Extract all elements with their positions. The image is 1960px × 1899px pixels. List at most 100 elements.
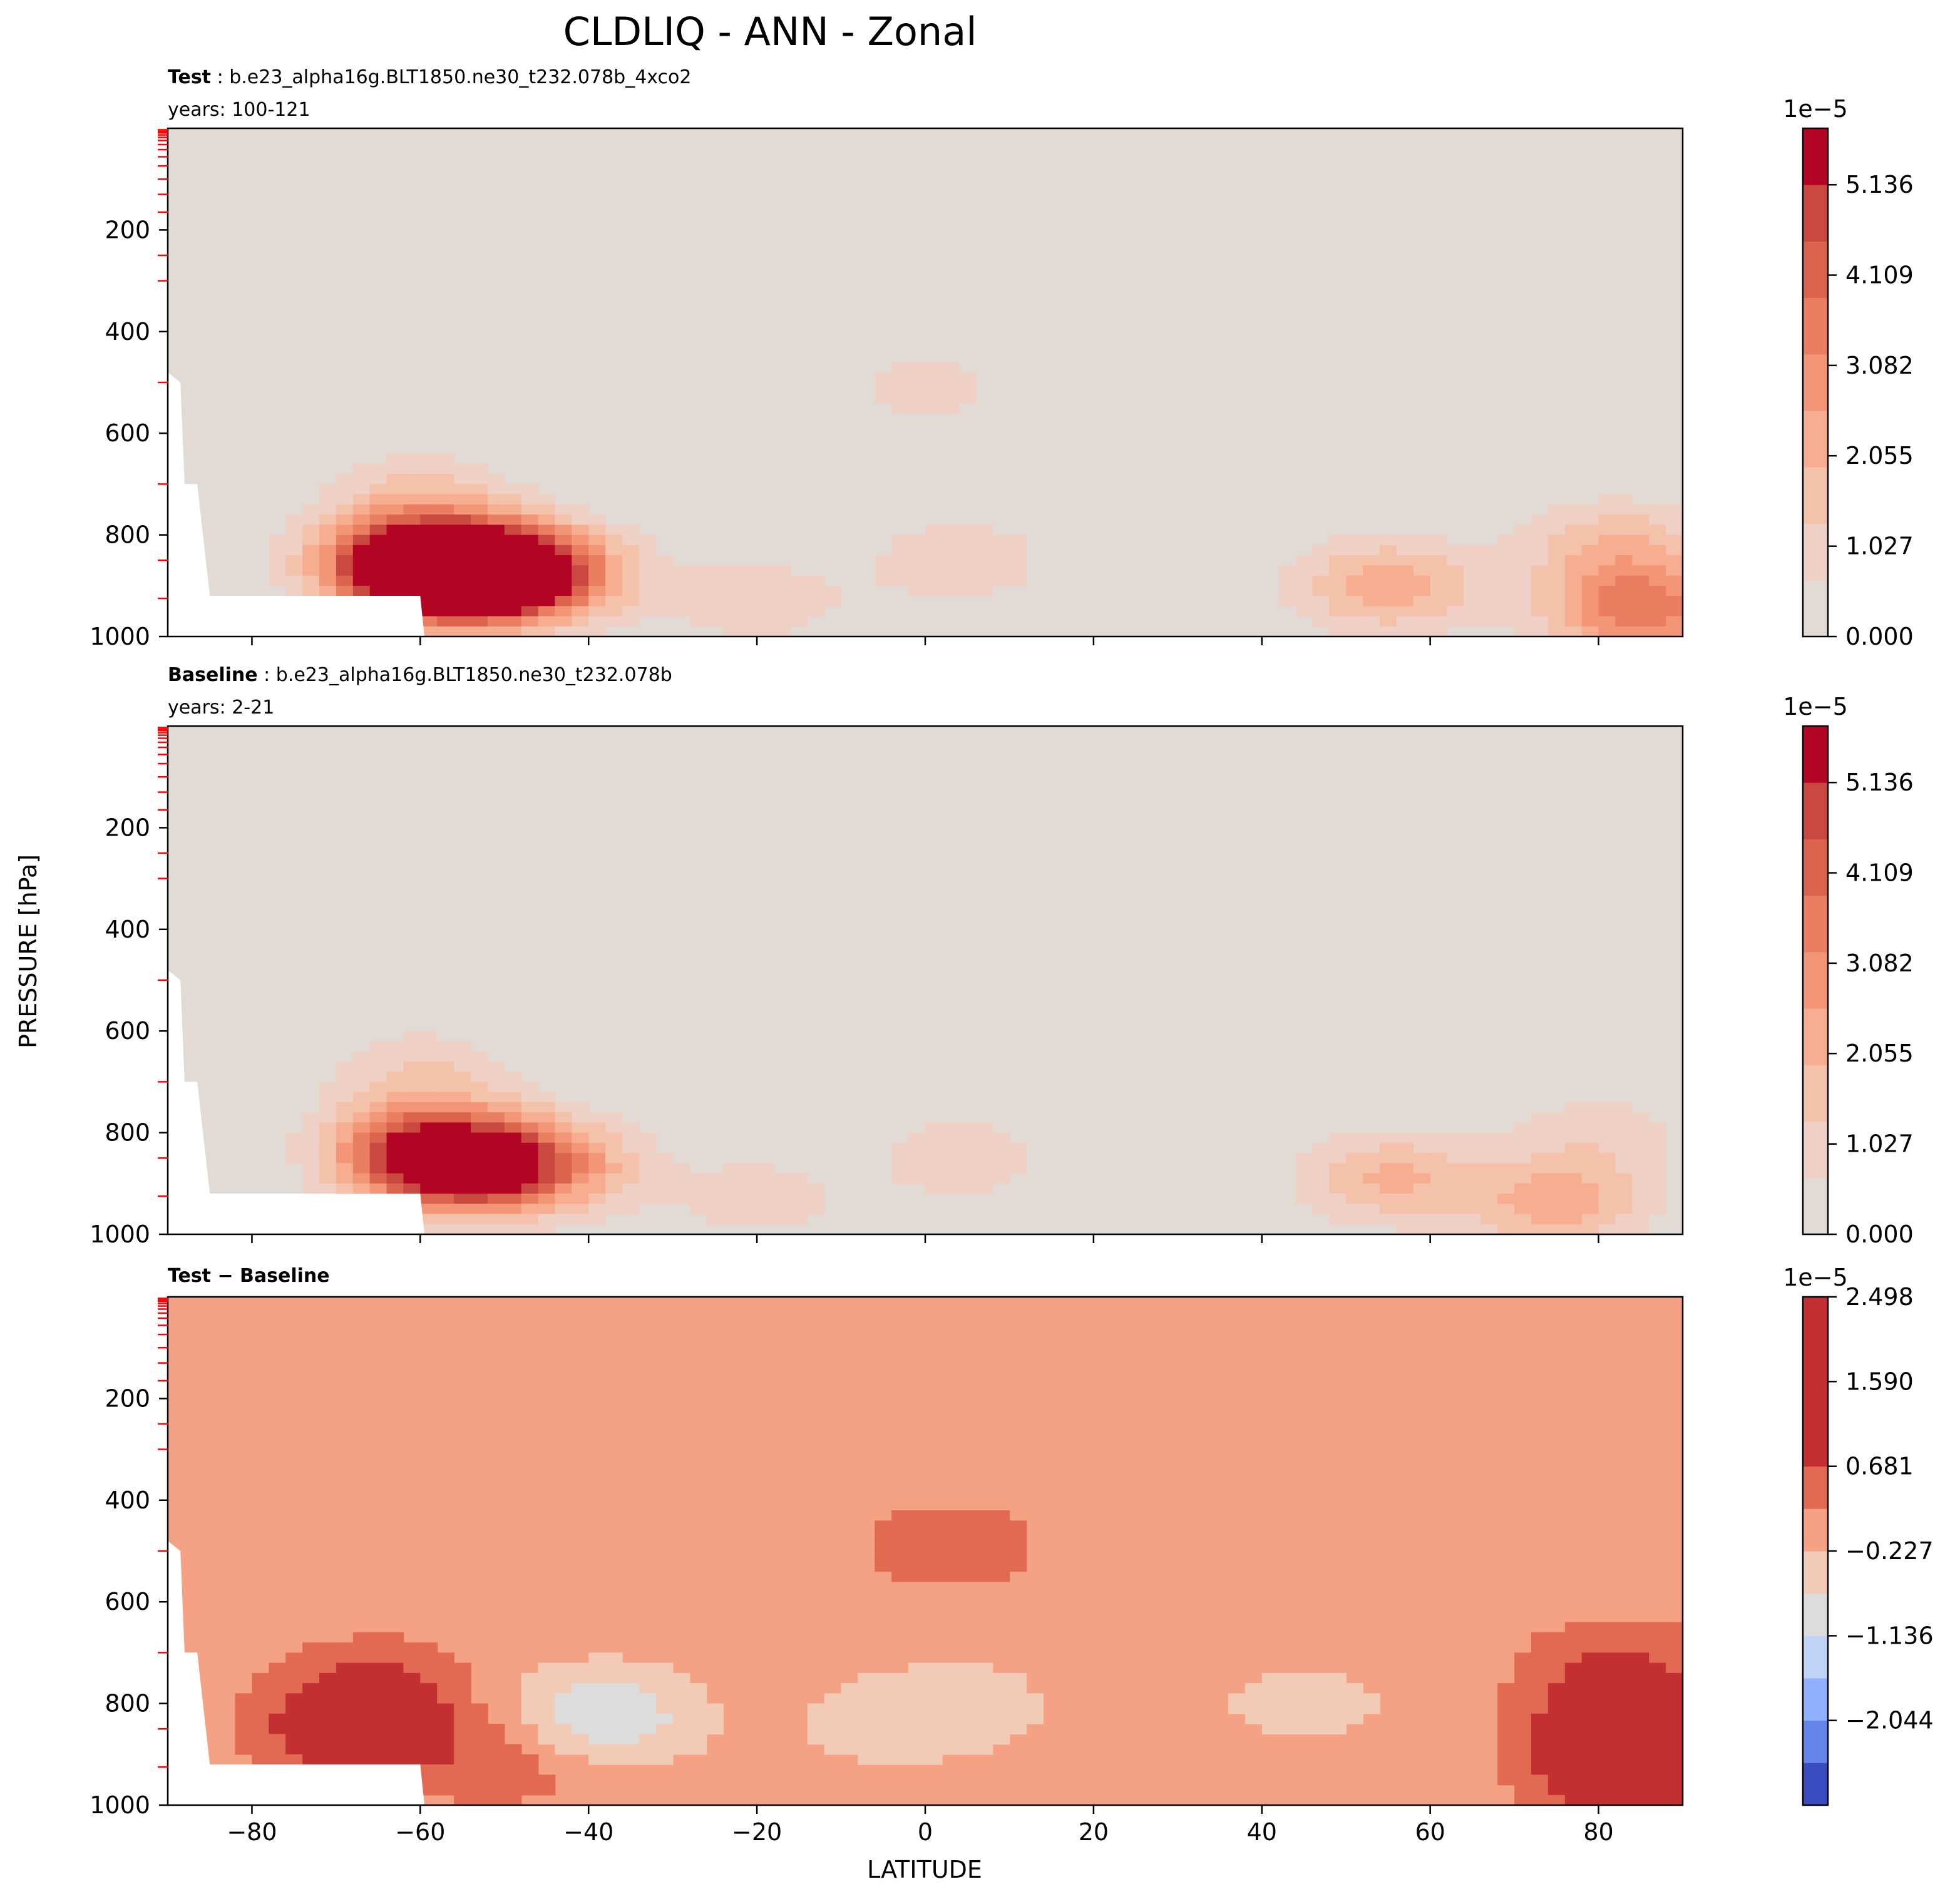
contour-cell [336, 555, 354, 566]
contour-cell [319, 565, 337, 576]
contour-cell [1380, 555, 1397, 566]
contour-cell [336, 1112, 354, 1124]
contour-cell [807, 1713, 825, 1724]
contour-cell [942, 1132, 960, 1144]
contour-cell [555, 1183, 573, 1194]
contour-cell [891, 575, 909, 586]
contour-cell [252, 1754, 270, 1765]
contour-cell [1413, 565, 1431, 576]
contour-cell [1615, 1224, 1633, 1235]
contour-cell [958, 1173, 977, 1184]
contour-cell [891, 535, 909, 546]
contour-cell [487, 1142, 505, 1154]
y-tick-label: 600 [105, 419, 150, 447]
contour-cell [908, 1132, 926, 1144]
contour-cell [908, 392, 926, 404]
contour-cell [420, 484, 438, 495]
contour-cell [1598, 1153, 1616, 1164]
contour-cell [487, 1112, 505, 1124]
contour-cell [1649, 1652, 1666, 1664]
contour-cell [891, 1683, 909, 1694]
contour-cell [403, 1132, 421, 1144]
contour-cell [1598, 1632, 1616, 1643]
contour-cell [622, 1744, 640, 1755]
contour-cell [1666, 1794, 1683, 1806]
contour-cell [504, 535, 522, 546]
contour-cell [369, 585, 387, 596]
contour-cell [1547, 1764, 1566, 1775]
contour-cell [1430, 1153, 1448, 1164]
contour-cell [1396, 616, 1414, 627]
contour-cell [504, 626, 522, 637]
contour-cell [757, 575, 774, 586]
contour-cell [487, 474, 505, 485]
contour-cell [1581, 1713, 1599, 1724]
contour-cell [958, 392, 977, 404]
contour-cell [605, 575, 623, 586]
contour-cell [588, 1693, 606, 1704]
contour-cell [1261, 1724, 1280, 1735]
contour-cell [639, 535, 657, 546]
contour-cell [689, 1204, 707, 1215]
contour-cell [555, 1102, 573, 1113]
contour-cell [1009, 1163, 1027, 1174]
y-tick-label: 600 [105, 1017, 150, 1045]
contour-cell [1396, 535, 1414, 546]
colorbar-swatch [1803, 1177, 1828, 1235]
contour-cell [369, 1703, 387, 1714]
contour-cell [992, 1163, 1010, 1174]
contour-cell [1380, 1214, 1397, 1225]
contour-cell [319, 545, 337, 556]
contour-cell [252, 1734, 270, 1745]
contour-cell [1447, 596, 1465, 607]
contour-cell [1547, 1214, 1566, 1225]
contour-cell [403, 575, 421, 586]
contour-cell [1547, 1112, 1566, 1124]
contour-cell [302, 1713, 320, 1724]
contour-cell [504, 565, 522, 576]
contour-cell [386, 1082, 404, 1093]
contour-cell [454, 1163, 471, 1174]
colorbar-tick-label: 5.136 [1845, 769, 1914, 796]
contour-cell [1346, 585, 1363, 596]
contour-cell [925, 535, 943, 546]
contour-cell [487, 514, 505, 526]
contour-cell [1598, 1693, 1616, 1704]
contour-cell [958, 1672, 977, 1684]
contour-cell [369, 1092, 387, 1103]
contour-cell [302, 1734, 320, 1745]
contour-cell [1346, 1703, 1363, 1714]
contour-cell [958, 1703, 977, 1714]
contour-cell [1380, 585, 1397, 596]
contour-cell [925, 565, 943, 576]
contour-cell [1346, 1183, 1363, 1194]
contour-cell [1615, 1754, 1633, 1765]
contour-cell [992, 1520, 1010, 1532]
contour-cell [1009, 545, 1027, 556]
contour-cell [1413, 1194, 1431, 1204]
contour-cell [538, 1784, 556, 1796]
contour-cell [555, 514, 573, 526]
contour-cell [420, 535, 438, 546]
contour-cell [386, 555, 404, 566]
contour-cell [639, 1734, 657, 1745]
contour-cell [639, 575, 657, 586]
contour-cell [757, 585, 774, 596]
contour-cell [1649, 1132, 1666, 1144]
contour-cell [1464, 606, 1482, 617]
contour-cell [572, 596, 589, 607]
contour-cell [1666, 575, 1683, 586]
contour-cell [1464, 1214, 1482, 1225]
contour-cell [958, 565, 977, 576]
panel-title: Baseline : b.e23_alpha16g.BLT1850.ne30_t… [168, 664, 672, 686]
contour-cell [1581, 1214, 1599, 1225]
contour-cell [1514, 1214, 1532, 1225]
contour-cell [269, 535, 286, 546]
contour-cell [538, 596, 556, 607]
contour-cell [1009, 1142, 1027, 1154]
contour-cell [807, 575, 825, 586]
contour-cell [891, 392, 909, 404]
y-tick-label: 200 [105, 216, 150, 243]
contour-cell [572, 1132, 589, 1144]
